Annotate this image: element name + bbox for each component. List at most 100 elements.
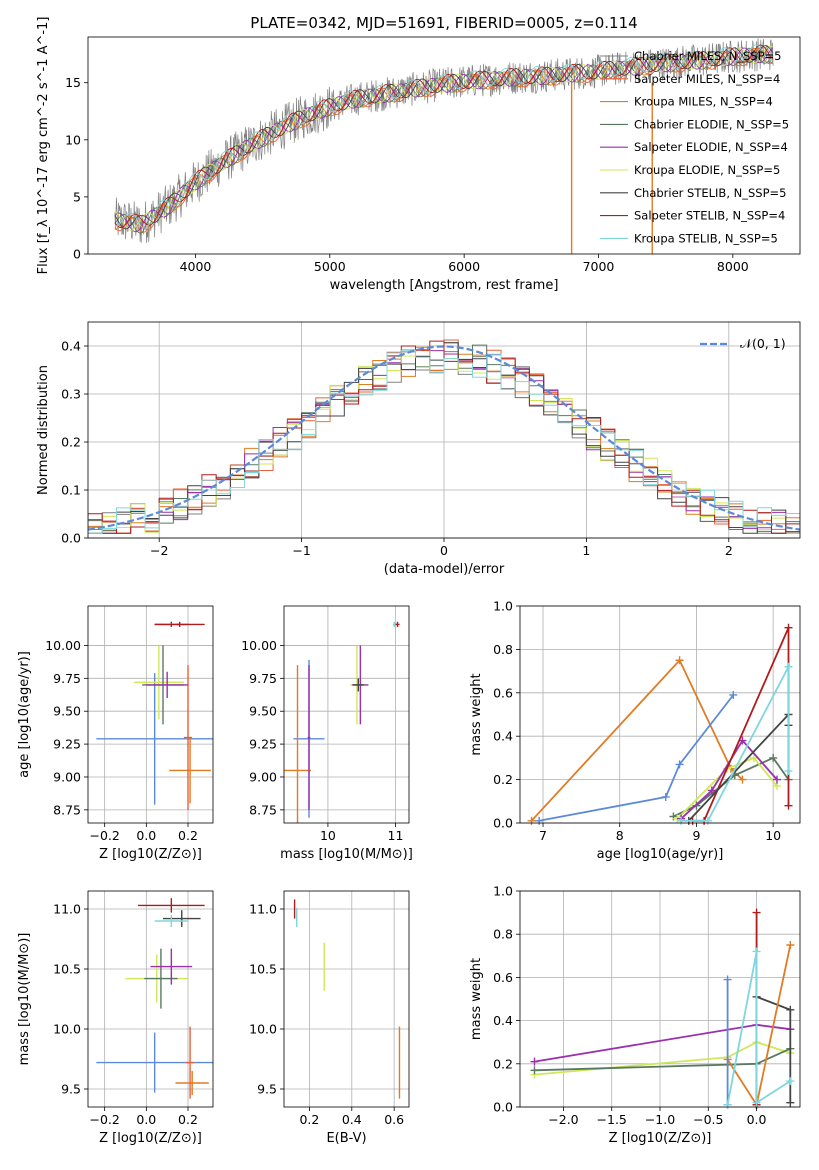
x-tick-label: 8 [616, 828, 624, 843]
model-spectrum-line [114, 44, 773, 229]
weight-vs-metallicity-panel: −2.0 −1.5 −1.0 −0.5 0.0 0.0 0.2 0.4 0.6 0.8 1.0 Z [… [469, 884, 801, 1146]
errorbar-point [284, 665, 312, 823]
x-tick-label: 0.0 [747, 1112, 767, 1127]
y-tick-label: 0.0 [493, 1100, 513, 1115]
x-tick-label: 0.0 [136, 1112, 156, 1127]
y-tick-label: 10.5 [53, 962, 81, 977]
residual-histogram [88, 349, 800, 534]
residual-histogram [88, 342, 800, 534]
y-tick-label: 0.2 [493, 772, 513, 787]
x-tick-label: 2 [725, 543, 733, 558]
weight-point-marker [535, 816, 544, 825]
weight-point-marker [675, 760, 684, 769]
weight-point-marker [677, 816, 686, 825]
x-tick-label: −1 [292, 543, 310, 558]
y-tick-label: 0.8 [493, 642, 513, 657]
legend-entry: 𝒩(0, 1) [740, 336, 786, 351]
axes-frame [283, 605, 410, 824]
x-axis-label: Z [log10(Z/Z⊙)] [609, 1131, 712, 1146]
y-tick-label: 0.4 [493, 1013, 513, 1028]
legend-entry: Kroupa ELODIE, N_SSP=5 [634, 163, 780, 177]
x-tick-label: 0.4 [342, 1112, 362, 1127]
y-tick-label: 9.50 [53, 704, 81, 719]
residuals-plot-area [88, 339, 800, 534]
y-tick-label: 10.5 [249, 962, 277, 977]
legend-entry: Salpeter STELIB, N_SSP=4 [634, 209, 785, 223]
y-tick-label: 0.4 [493, 729, 513, 744]
weight-point-marker [675, 656, 684, 665]
errorbar-point [133, 645, 184, 720]
x-tick-label: 0.2 [178, 828, 198, 843]
spectrum-legend: Chabrier MILES, N_SSP=5 Salpeter MILES, N… [600, 49, 789, 245]
weight-point-marker [723, 1100, 732, 1109]
weight-series-line [756, 995, 792, 1103]
weight-point-marker [752, 908, 761, 917]
weight-series-line [680, 738, 778, 820]
legend-entry: Kroupa STELIB, N_SSP=5 [634, 231, 778, 245]
weight-point-marker [784, 623, 793, 632]
weight-point-marker [530, 1066, 539, 1075]
legend-entry: Salpeter ELODIE, N_SSP=4 [634, 140, 788, 154]
y-tick-label: 0.2 [61, 435, 81, 450]
legend-entry: Kroupa MILES, N_SSP=4 [634, 95, 773, 109]
mass-vs-ebv-panel: 0.2 0.4 0.6 9.5 10.0 10.5 11.0 E(B-V) [249, 890, 410, 1146]
y-tick-label: 0.0 [61, 531, 81, 546]
x-axis-label: mass [log10(M/M⊙)] [280, 847, 413, 862]
weight-point-marker [530, 1057, 539, 1066]
weight-point-marker [661, 792, 670, 801]
errorbar-point [392, 621, 396, 628]
weight-series-line [534, 1047, 791, 1072]
errorbar-point [175, 1071, 209, 1095]
errorbar-plot-area [96, 898, 213, 1099]
weight-point-marker [784, 662, 793, 671]
x-tick-label: −0.2 [89, 828, 119, 843]
y-tick-label: 10 [65, 132, 81, 147]
weight-series-line [534, 1023, 791, 1063]
y-tick-label: 9.25 [53, 737, 81, 752]
x-tick-label: 6000 [448, 259, 480, 274]
weight-point-marker [703, 816, 712, 825]
weight-point-marker [752, 947, 761, 956]
y-tick-label: 0.2 [493, 1056, 513, 1071]
y-tick-label: 15 [65, 75, 81, 90]
y-tick-label: 9.75 [249, 671, 277, 686]
spectrum-plot-area [114, 38, 774, 254]
model-spectrum-line [114, 44, 773, 228]
x-tick-label: 0.0 [136, 828, 156, 843]
legend-entry: Chabrier STELIB, N_SSP=5 [634, 186, 786, 200]
y-tick-label: 8.75 [249, 802, 277, 817]
y-tick-label: 0.6 [493, 970, 513, 985]
y-tick-label: 9.5 [61, 1082, 81, 1097]
residuals-panel: 𝒩(0, 1) −2 −1 0 1 2 0.0 0.1 0.2 0.3 0.4 (data-model… [36, 321, 801, 577]
errorbar-point [307, 665, 311, 810]
x-tick-label: 5000 [314, 259, 346, 274]
errorbar-point [169, 737, 211, 804]
x-tick-label: 7000 [583, 259, 615, 274]
y-tick-label: 0.4 [61, 339, 81, 354]
y-tick-label: 11.0 [53, 902, 81, 917]
x-tick-label: −2.0 [548, 1112, 578, 1127]
legend-entry: Salpeter MILES, N_SSP=4 [634, 72, 780, 86]
y-axis-label: mass [log10(M/M⊙)] [17, 933, 32, 1066]
weight-point-marker [772, 775, 781, 784]
weight-point-marker [729, 690, 738, 699]
mass-vs-metallicity-panel: −0.2 0.0 0.2 9.5 10.0 10.5 11.0 Z [log10(Z/Z⊙)]… [17, 890, 214, 1146]
errorbar-point [144, 948, 178, 1009]
errorbar-point [154, 915, 188, 927]
errorbar-point [146, 671, 188, 699]
weight-point-marker [786, 1077, 795, 1086]
x-tick-label: 4000 [180, 259, 212, 274]
y-tick-label: 0 [73, 247, 81, 262]
weight-point-marker [527, 816, 536, 825]
weight-series-line [539, 694, 735, 822]
age-vs-mass-panel: 10 11 8.75 9.00 9.25 9.50 9.75 10.00 mass [log10… [241, 605, 413, 862]
axes-frame [87, 605, 214, 824]
y-axis-label: Flux [f_λ 10^-17 erg cm^-2 s^-1 A^-1] [36, 17, 51, 275]
x-tick-label: 10 [320, 828, 336, 843]
weight-series-line [681, 666, 790, 822]
y-tick-label: 10.0 [53, 1022, 81, 1037]
axes-frame [283, 890, 410, 1108]
legend-entry: Chabrier ELODIE, N_SSP=5 [634, 117, 789, 131]
errorbar-point [150, 948, 193, 985]
